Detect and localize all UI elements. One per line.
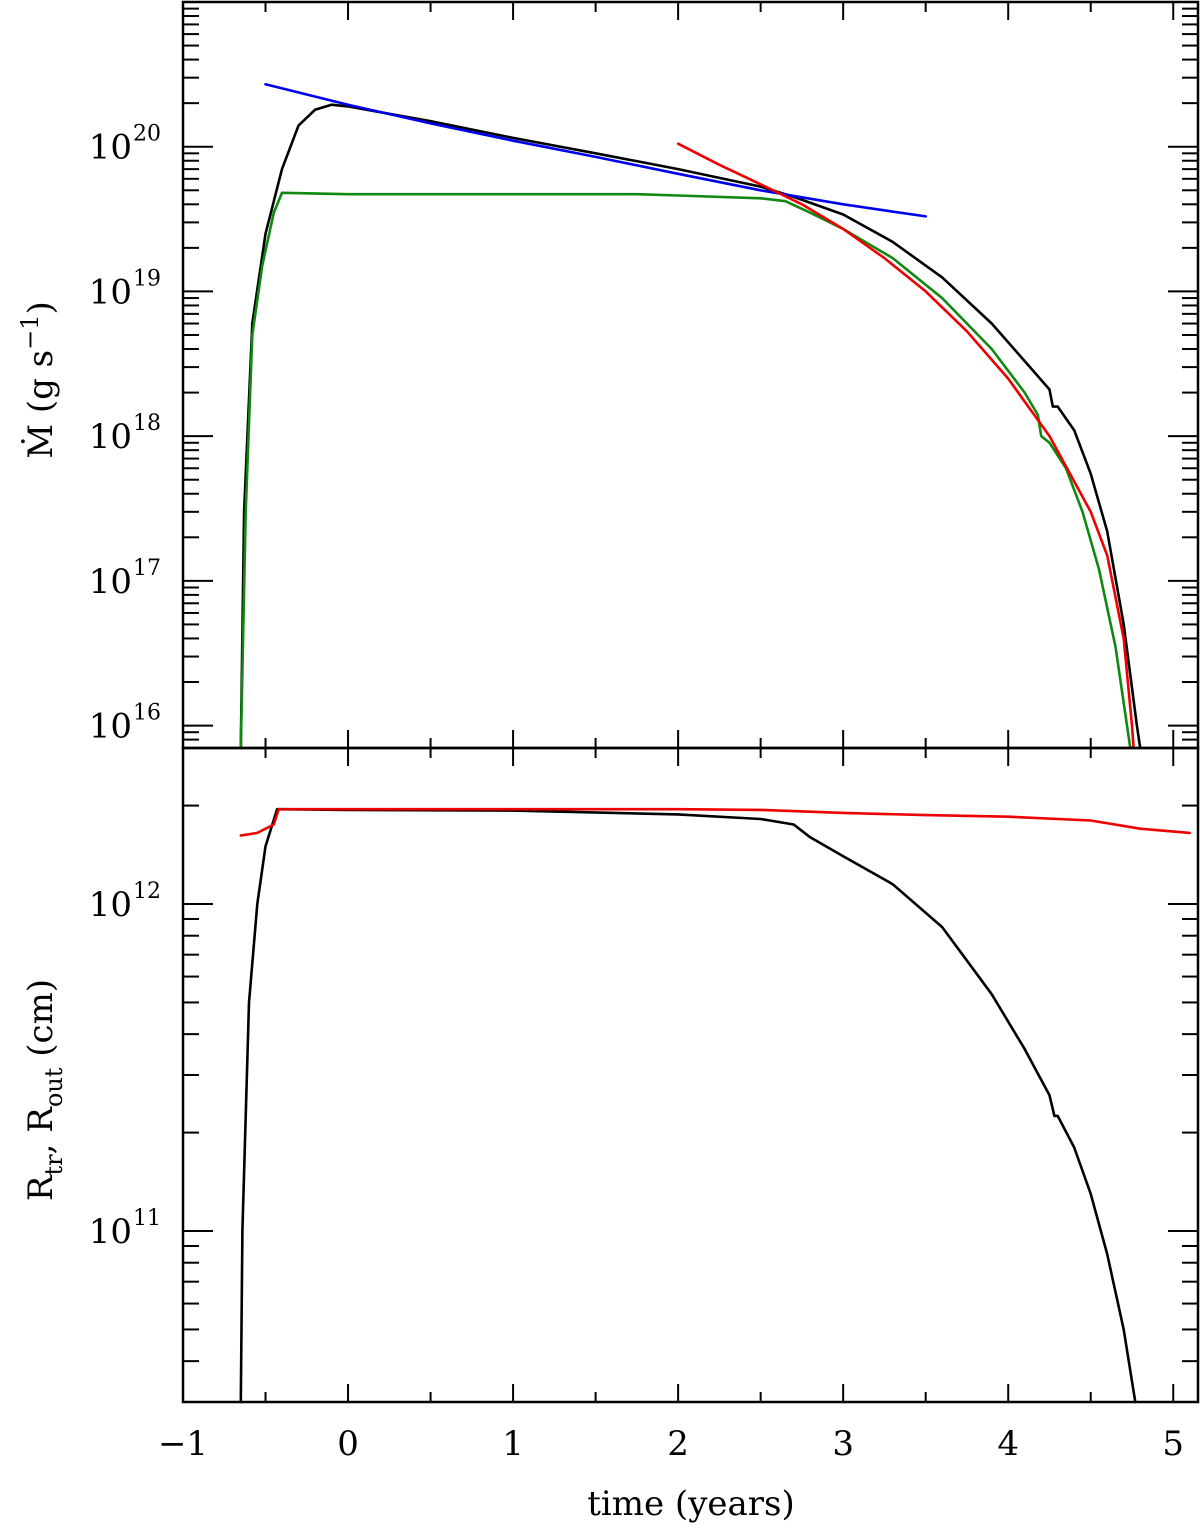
x-tick-label: 3 [832,1424,854,1464]
x-tick-label: 4 [997,1424,1019,1464]
y-tick-label-exponent: 11 [133,1206,161,1231]
y-tick-label: 10 [89,128,132,168]
y-tick-label: 10 [89,707,132,747]
series-line-1 [239,807,1137,1404]
y-tick-label: 10 [89,272,132,312]
x-tick-label: −1 [158,1424,208,1464]
y-tick-label-exponent: 12 [133,879,161,904]
x-tick-label: 0 [337,1424,359,1464]
bottom-y-label-unit: (cm) [21,979,61,1068]
bottom-y-label-r2: R [21,1106,61,1133]
series-line-2 [239,807,1191,837]
bottom-y-label-r1: R [21,1174,61,1201]
top-y-label-close: ) [21,301,61,314]
x-tick-label: 2 [667,1424,689,1464]
y-tick-label-exponent: 20 [133,122,161,147]
x-tick-label: 5 [1162,1424,1184,1464]
series-line-3 [264,83,927,218]
series-line-1 [239,103,1142,750]
y-tick-label-exponent: 17 [133,556,161,581]
bottom-y-label-sep: , [21,1133,61,1155]
top-y-axis-label: Ṁ (g s−1) [16,301,61,459]
x-axis-label: time (years) [587,1484,795,1524]
y-tick-label: 10 [89,885,132,925]
bottom-y-label-r2sub: out [40,1067,68,1107]
plot-frame [181,746,1200,1404]
plot-frame [181,0,1200,750]
series-line-4 [676,142,1135,750]
y-tick-label-exponent: 18 [133,411,161,436]
top-y-label-main: Ṁ (g s [21,350,61,459]
y-tick-label: 10 [89,1212,132,1252]
bottom-y-axis-label: Rtr, Rout (cm) [21,979,68,1201]
y-tick-label: 10 [89,417,132,457]
top-y-label-sup: −1 [16,314,44,349]
bottom-y-label-r1sub: tr [40,1154,68,1176]
x-tick-label: 1 [502,1424,524,1464]
y-tick-label: 10 [89,562,132,602]
y-tick-label-exponent: 19 [133,266,161,291]
series-line-2 [239,191,1132,750]
y-tick-label-exponent: 16 [133,701,161,726]
